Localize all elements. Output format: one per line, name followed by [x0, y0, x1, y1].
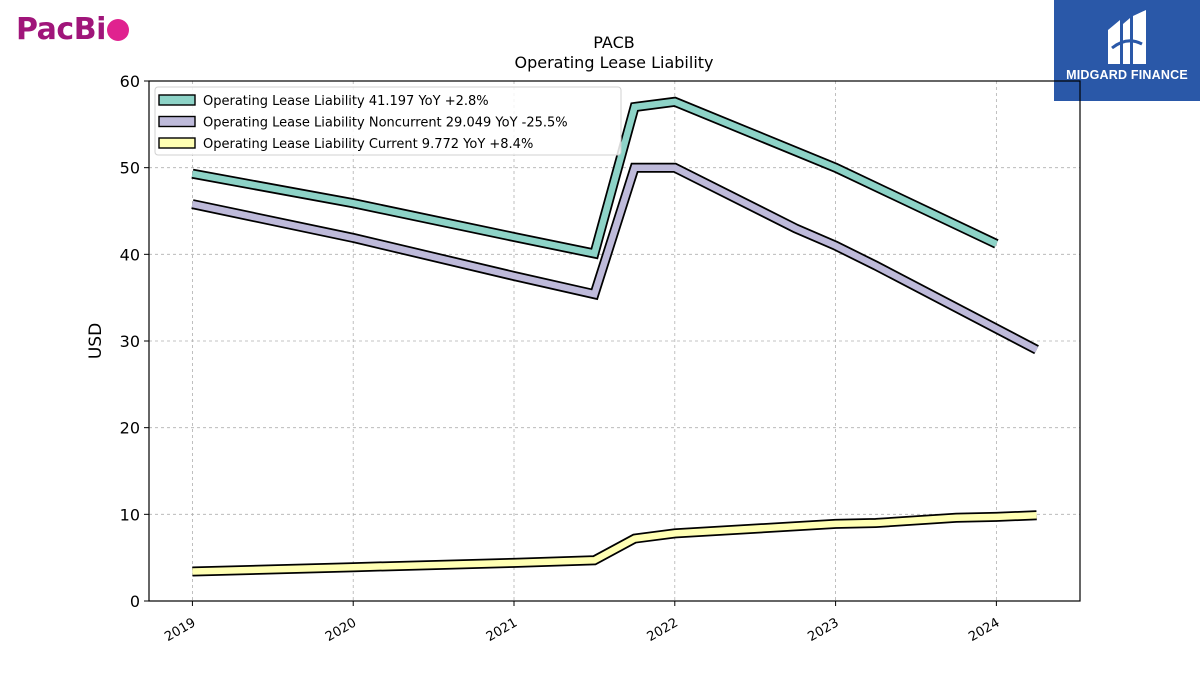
legend-swatch — [158, 94, 196, 106]
x-tick-label: 2024 — [966, 615, 1002, 645]
y-tick-label: 60 — [120, 72, 140, 91]
midgard-logo-text: MIDGARD FINANCE — [1066, 68, 1188, 82]
pacbio-logo-dot — [106, 19, 129, 41]
y-axis: 0 10 20 30 40 50 60 — [120, 72, 149, 611]
y-tick-label: 20 — [120, 419, 140, 438]
x-tick-label: 2021 — [484, 615, 520, 645]
y-axis-label: USD — [86, 323, 106, 359]
series-line-0 — [191, 98, 998, 258]
x-tick-label: 2022 — [645, 615, 681, 645]
series-line-2 — [192, 511, 1037, 575]
legend-label: Operating Lease Liability Noncurrent 29.… — [203, 116, 568, 131]
x-axis: 2019 2020 2021 2022 2023 2024 — [162, 601, 1002, 645]
series-lines — [191, 96, 1039, 577]
y-tick-label: 10 — [120, 505, 140, 524]
chart-title: PACB — [593, 33, 634, 52]
x-tick-label: 2023 — [805, 615, 841, 645]
legend-box — [154, 86, 622, 156]
legend-swatch — [158, 137, 196, 149]
midgard-logo-mark-icon — [1108, 10, 1146, 64]
legend-swatch — [158, 115, 196, 128]
pacbio-logo-text: PacBi — [16, 12, 106, 47]
midgard-finance-logo: MIDGARD FINANCE — [1054, 0, 1200, 101]
y-tick-label: 0 — [130, 592, 140, 611]
x-tick-label: 2019 — [162, 615, 198, 645]
legend-label: Operating Lease Liability 41.197 YoY +2.… — [203, 94, 489, 109]
pacbio-logo: PacBi — [16, 12, 129, 47]
series-line-1 — [191, 164, 1039, 353]
y-tick-label: 30 — [120, 332, 140, 351]
y-tick-label: 50 — [120, 159, 140, 178]
y-tick-label: 40 — [120, 245, 140, 264]
legend-label: Operating Lease Liability Current 9.772 … — [203, 137, 533, 152]
legend: Operating Lease Liability 41.197 YoY +2.… — [154, 86, 622, 156]
x-tick-label: 2020 — [323, 615, 359, 645]
chart-subtitle: Operating Lease Liability — [514, 53, 713, 72]
